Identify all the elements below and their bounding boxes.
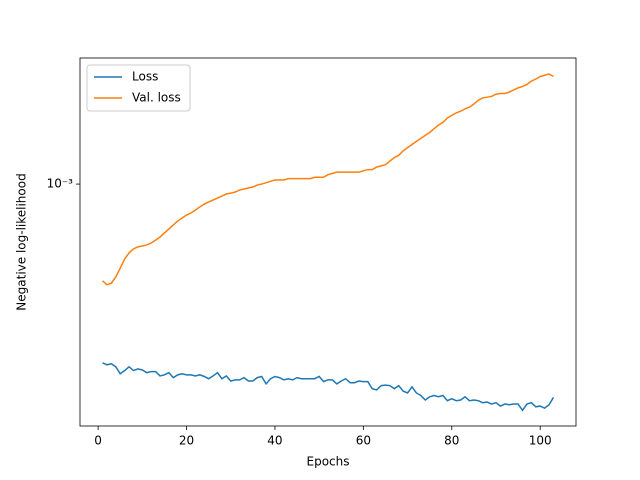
legend-label: Val. loss	[132, 91, 181, 105]
legend-label: Loss	[132, 70, 158, 84]
series-line	[102, 362, 555, 412]
x-tick-label: 60	[356, 434, 371, 448]
x-axis-label: Epochs	[307, 455, 350, 469]
series-line	[102, 73, 554, 286]
x-tick-label: 40	[267, 434, 282, 448]
x-tick-label: 80	[444, 434, 459, 448]
y-tick-label: 10⁻³	[47, 177, 74, 191]
x-tick-label: 100	[529, 434, 552, 448]
x-tick-label: 20	[179, 434, 194, 448]
axes-frame	[79, 57, 577, 427]
x-tick-label: 0	[94, 434, 102, 448]
y-axis-label: Negative log-likelihood	[15, 173, 29, 310]
legend: Loss Val. loss	[86, 64, 191, 112]
